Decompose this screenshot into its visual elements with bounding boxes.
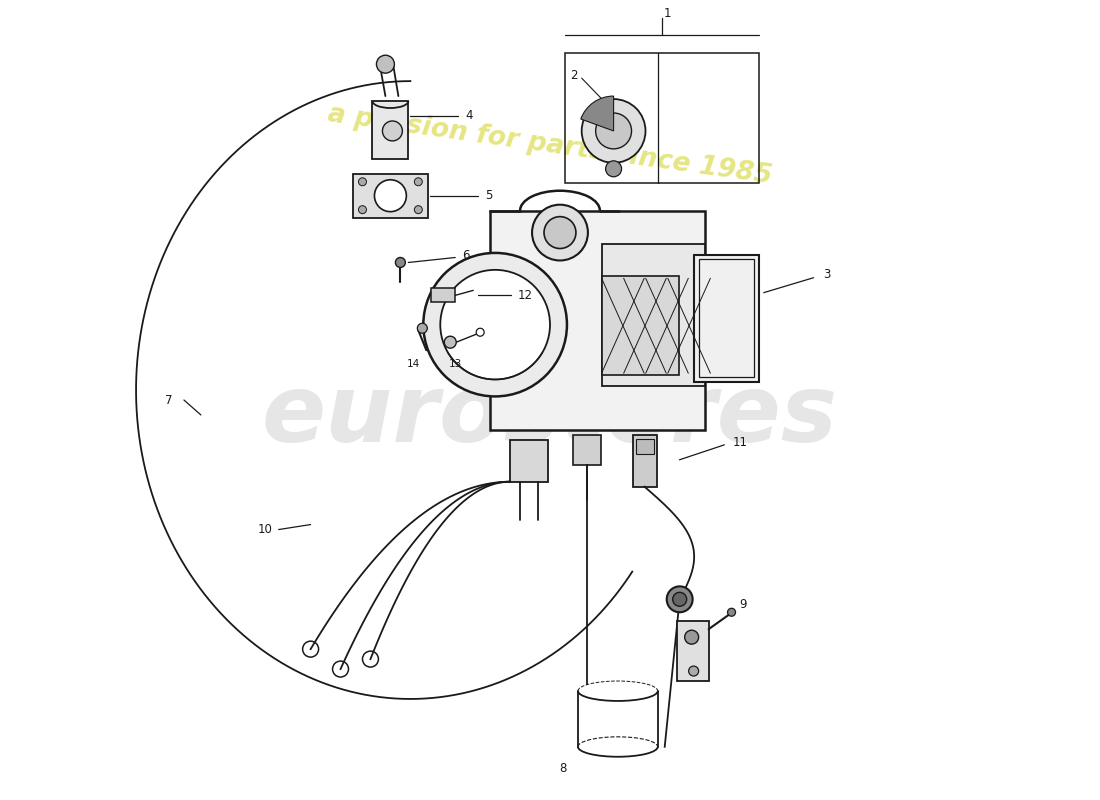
Text: 2: 2 xyxy=(570,69,578,82)
Text: a passion for parts since 1985: a passion for parts since 1985 xyxy=(326,101,774,189)
Bar xyxy=(636,439,653,454)
Text: 11: 11 xyxy=(733,436,747,450)
Text: 7: 7 xyxy=(165,394,173,406)
Circle shape xyxy=(415,206,422,214)
Bar xyxy=(565,54,759,182)
Bar xyxy=(373,101,408,159)
Circle shape xyxy=(606,161,621,177)
Bar xyxy=(491,210,705,430)
Text: 5: 5 xyxy=(485,190,493,202)
Text: eurostores: eurostores xyxy=(262,370,838,462)
Bar xyxy=(352,174,428,218)
Bar xyxy=(573,435,601,465)
Circle shape xyxy=(673,592,686,606)
Circle shape xyxy=(359,178,366,186)
Circle shape xyxy=(374,180,406,212)
Text: 12: 12 xyxy=(518,289,534,302)
Circle shape xyxy=(424,253,566,397)
Bar xyxy=(431,288,455,302)
Circle shape xyxy=(544,217,576,249)
Circle shape xyxy=(595,113,631,149)
Bar xyxy=(602,277,679,375)
Circle shape xyxy=(383,121,403,141)
Text: 6: 6 xyxy=(462,249,470,262)
Text: 13: 13 xyxy=(449,359,462,369)
Bar xyxy=(698,259,754,377)
Text: 9: 9 xyxy=(739,598,747,610)
Circle shape xyxy=(395,258,406,267)
Circle shape xyxy=(376,55,395,73)
Circle shape xyxy=(440,270,550,379)
Circle shape xyxy=(582,99,646,163)
Bar xyxy=(510,440,548,482)
Circle shape xyxy=(727,608,736,616)
Text: 10: 10 xyxy=(257,523,273,536)
Text: 14: 14 xyxy=(407,359,420,369)
Wedge shape xyxy=(581,96,614,131)
Bar xyxy=(632,435,657,486)
Bar xyxy=(676,622,708,681)
Circle shape xyxy=(444,336,456,348)
Circle shape xyxy=(667,586,693,612)
Text: 8: 8 xyxy=(559,762,566,775)
Circle shape xyxy=(415,178,422,186)
Bar xyxy=(694,254,759,382)
Circle shape xyxy=(684,630,699,644)
Text: 1: 1 xyxy=(663,7,671,20)
Circle shape xyxy=(532,205,587,261)
Text: 4: 4 xyxy=(465,110,473,122)
Bar xyxy=(602,243,705,386)
Circle shape xyxy=(359,206,366,214)
Text: 3: 3 xyxy=(824,268,830,282)
Circle shape xyxy=(689,666,698,676)
Circle shape xyxy=(417,323,427,334)
